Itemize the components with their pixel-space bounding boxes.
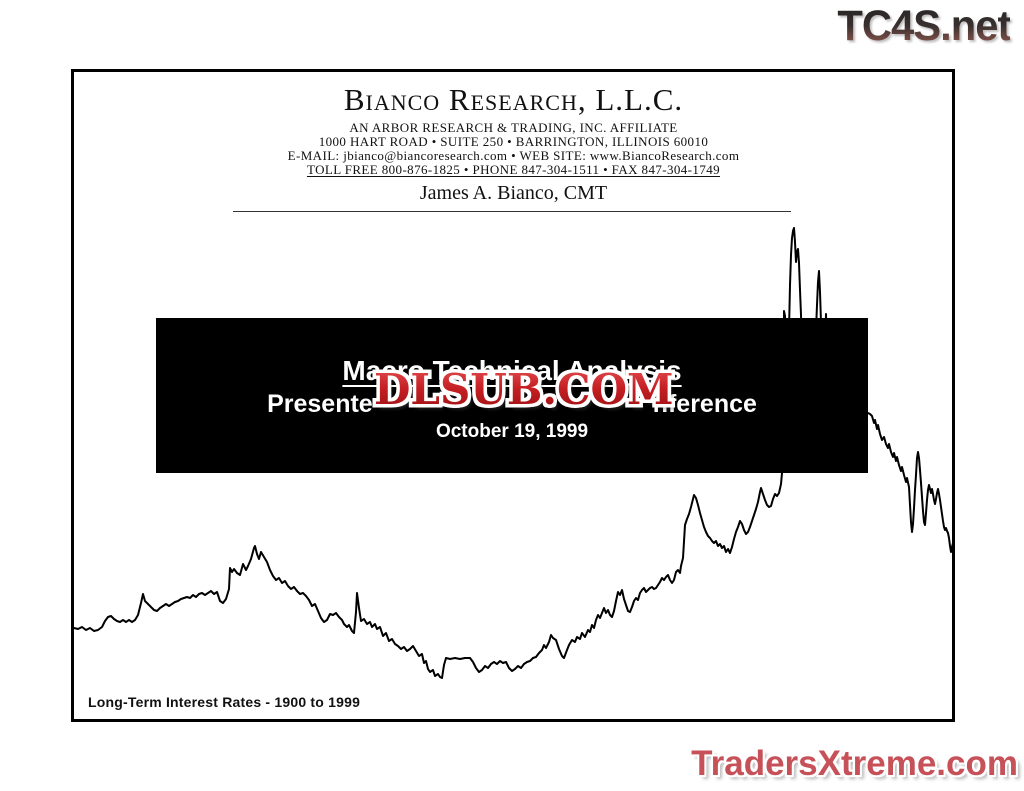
page-border-frame (71, 69, 955, 722)
affiliate-line: AN ARBOR RESEARCH & TRADING, INC. AFFILI… (349, 120, 678, 135)
chart-caption: Long-Term Interest Rates - 1900 to 1999 (88, 694, 361, 710)
tc4s-watermark-logo: TC4S.net (836, 2, 1011, 50)
rate-line (73, 227, 954, 679)
subtitle-fragment-left: Presente (267, 390, 373, 418)
contact-line: E-MAIL: jbianco@biancoresearch.com • WEB… (287, 148, 740, 163)
letterhead: Bianco Research, L.L.C. AN ARBOR RESEARC… (72, 84, 955, 205)
dlsub-watermark-outline: DLSUB.COM (371, 364, 678, 415)
title-overlay-box: Macro Technical Analysis Presente nferen… (156, 318, 868, 473)
presentation-title: Macro Technical Analysis (156, 356, 868, 386)
subtitle-fragment-right: nference (652, 390, 757, 418)
address-line: 1000 HART ROAD • SUITE 250 • BARRINGTON,… (318, 134, 709, 149)
dlsub-watermark-text: DLSUB.COM (374, 365, 674, 414)
header-divider-line (233, 211, 791, 212)
phone-line: TOLL FREE 800-876-1825 • PHONE 847-304-1… (306, 162, 721, 177)
presentation-date: October 19, 1999 (435, 421, 589, 442)
company-name: Bianco Research, L.L.C. (343, 82, 684, 117)
presentation-subtitle: Presente nference (156, 391, 868, 417)
tradersxtreme-watermark-logo: TradersXtreme.com (691, 744, 1018, 783)
author-name: James A. Bianco, CMT (419, 182, 608, 204)
